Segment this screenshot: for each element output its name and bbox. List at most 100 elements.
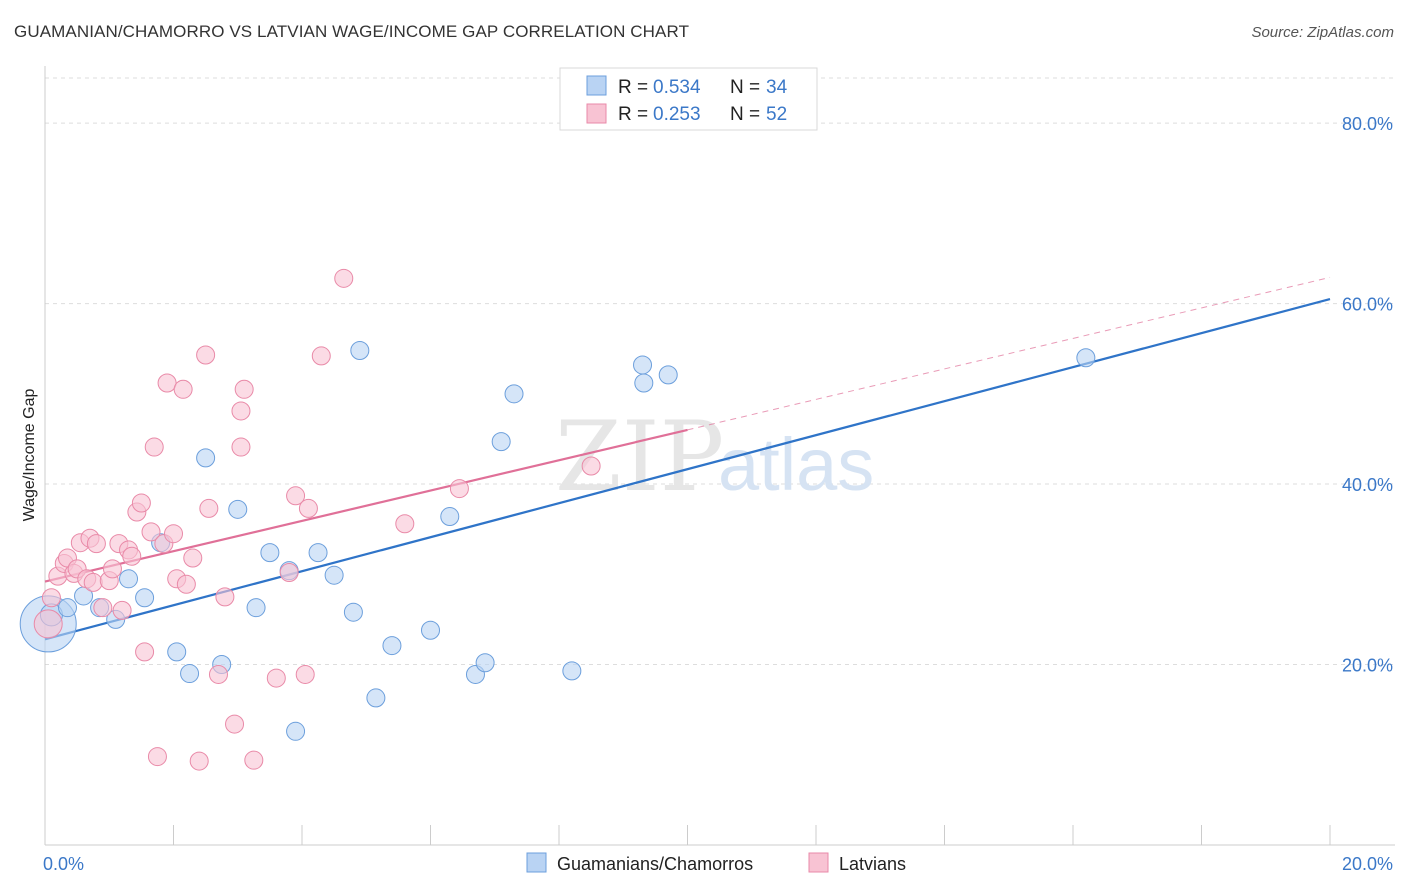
latvian-point [234, 379, 254, 399]
guamanian-point [167, 642, 187, 662]
axes [44, 66, 1395, 846]
latvian-point [231, 401, 251, 421]
latvian-point [298, 498, 318, 518]
guamanian-point [562, 661, 582, 681]
latvian-point [208, 664, 228, 684]
y-tick-label: 20.0% [1342, 656, 1393, 676]
latvian-point [581, 456, 601, 476]
latvian-point [164, 524, 183, 544]
legend-n-label: N = [730, 104, 760, 125]
latvian-point [244, 750, 264, 770]
guamanian-point [1076, 348, 1096, 368]
trend-lines [44, 276, 1331, 641]
latvian-point [83, 572, 103, 592]
guamanian-point [308, 543, 328, 563]
x-tick-label: 0.0% [43, 854, 84, 874]
legend-r-value-pink: 0.253 [653, 104, 701, 125]
guamanian-point [228, 499, 248, 519]
latvian-point [135, 642, 155, 662]
y-tick-label: 80.0% [1342, 114, 1393, 134]
guamanian-point [57, 598, 77, 618]
latvian-point [231, 437, 251, 457]
y-axis-label: Wage/Income Gap [21, 389, 38, 522]
guamanian-point [119, 569, 139, 589]
guamanian-point [504, 384, 524, 404]
y-tick-label: 60.0% [1342, 295, 1393, 315]
latvian-point [102, 559, 122, 579]
latvian-trend-extension [687, 276, 1331, 431]
latvian-point [189, 751, 209, 771]
y-tick-labels: 20.0% 40.0% 60.0% 80.0% [1342, 114, 1393, 675]
watermark-zip: ZIP [555, 401, 724, 513]
latvian-point [196, 345, 216, 365]
latvian-point [279, 562, 299, 582]
bottom-legend-swatch-pink [808, 852, 829, 873]
legend-n-label: N = [730, 77, 760, 98]
source-credit: Source: ZipAtlas.com [1251, 24, 1394, 41]
latvian-point [225, 714, 245, 734]
legend-r-label: R = [618, 77, 648, 98]
latvian-point [144, 437, 164, 457]
latvian-point [311, 346, 331, 366]
latvian-point [199, 498, 219, 518]
legend-swatch-blue [586, 75, 607, 96]
legend-n-value-blue: 34 [766, 77, 788, 98]
y-tick-label: 40.0% [1342, 475, 1393, 495]
x-tick-label: 20.0% [1342, 854, 1393, 874]
guamanian-point [633, 355, 653, 375]
latvian-point [141, 522, 161, 542]
legend-n-value-pink: 52 [766, 104, 787, 125]
watermark-atlas: atlas [718, 423, 874, 506]
latvian-point [122, 546, 142, 566]
watermark: ZIP atlas [555, 401, 874, 513]
latvian-point [93, 598, 113, 618]
latvian-point [112, 600, 132, 620]
guamanian-point [135, 588, 155, 608]
latvian-point [215, 587, 235, 607]
latvian-point [147, 747, 167, 767]
latvian-point [395, 514, 415, 534]
guamanian-point [343, 602, 363, 622]
guamanian-point [180, 664, 200, 684]
guamanian-point [491, 432, 511, 452]
latvian-point [449, 479, 469, 499]
latvian-point [157, 373, 177, 393]
guamanian-point [382, 636, 402, 656]
latvian-point [334, 268, 354, 288]
guamanian-point [475, 653, 495, 673]
bottom-legend-label-pink: Latvians [839, 854, 906, 874]
legend-r-value-blue: 0.534 [653, 77, 701, 98]
guamanian-point [421, 620, 440, 640]
latvian-point [266, 668, 286, 688]
latvian-trend-line [44, 428, 688, 583]
latvian-point [176, 574, 196, 594]
latvian-point [173, 379, 193, 399]
guamanian-point [634, 373, 654, 393]
guamanian-point [658, 365, 678, 385]
bottom-legend-swatch-blue [526, 852, 547, 873]
latvian-point [295, 664, 315, 684]
x-tick-labels: 0.0% 20.0% [43, 854, 1393, 874]
legend-swatch-pink [586, 103, 607, 124]
latvian-point [86, 534, 106, 554]
guamanian-point [286, 721, 306, 741]
legend-r-label: R = [618, 104, 648, 125]
guamanian-point [196, 448, 216, 468]
latvian-point [183, 548, 203, 568]
bottom-legend-label-blue: Guamanians/Chamorros [557, 854, 753, 874]
guamanian-point [350, 341, 370, 361]
correlation-legend: R = 0.534 N = 34 R = 0.253 N = 52 [559, 67, 818, 131]
guamanian-point [246, 598, 266, 618]
latvian-point [131, 493, 151, 513]
latvian-point [33, 609, 63, 639]
guamanian-point [324, 565, 344, 585]
chart-title: GUAMANIAN/CHAMORRO VS LATVIAN WAGE/INCOM… [14, 22, 690, 41]
gridlines [45, 77, 1395, 666]
latvian-point [41, 588, 61, 608]
series-legend: Guamanians/Chamorros Latvians [526, 852, 906, 874]
latvian-point [286, 486, 306, 506]
guamanian-point [260, 543, 280, 563]
guamanian-point [440, 507, 460, 527]
guamanian-point [366, 688, 386, 708]
